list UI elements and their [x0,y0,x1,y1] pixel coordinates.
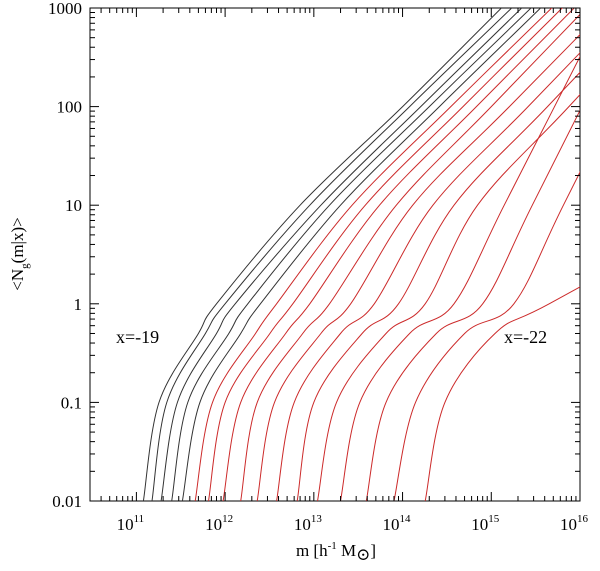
y-tick-label: 100 [57,98,83,117]
annotation-x-22: x=-22 [504,327,547,347]
series-line-3 [160,8,523,501]
ticks-layer [90,7,581,502]
series-line-16 [393,171,580,501]
x-tick-label: 1014 [383,513,412,534]
x-tick-label: 1011 [117,513,145,534]
series-line-13 [316,93,580,501]
y-tick-label: 1000 [48,0,82,18]
series-line-12 [296,71,580,501]
series-line-7 [207,8,563,501]
series-line-14 [339,55,580,501]
x-tick-label: 1012 [205,513,233,534]
y-tick-label: 10 [65,196,82,215]
x-tick-label: 1013 [294,513,323,534]
x-tick-label: 1016 [560,513,589,534]
y-tick-label: 0.1 [61,393,82,412]
series-line-5 [181,8,542,501]
series-line-4 [171,8,532,501]
y-axis-title: <Ng(m|x)> [8,217,31,290]
y-tick-label: 0.01 [52,492,82,511]
y-tick-label: 1 [74,295,83,314]
series-line-8 [222,8,575,501]
series-line-6 [194,8,553,501]
plot-frame [89,7,581,502]
series-line-2 [151,8,513,501]
series-line-10 [256,33,580,501]
y-tick-labels: 0.01 0.1 1 10 100 1000 [48,0,82,511]
annotation-x-19: x=-19 [116,327,159,347]
x-tick-label: 1015 [471,513,500,534]
x-axis-title: m [h-1 M⊙] [296,540,376,564]
series-line-11 [276,52,580,501]
svg-text:m [h-1 M⊙]: m [h-1 M⊙] [296,540,376,564]
x-tick-labels: 1011 1012 1013 1014 1015 1016 [117,513,589,534]
series-line-15 [365,109,580,501]
series-line-1 [142,8,503,501]
series-layer [142,8,580,501]
svg-text:<Ng(m|x)>: <Ng(m|x)> [8,217,31,290]
series-line-17 [424,286,580,501]
series-line-9 [240,13,580,501]
